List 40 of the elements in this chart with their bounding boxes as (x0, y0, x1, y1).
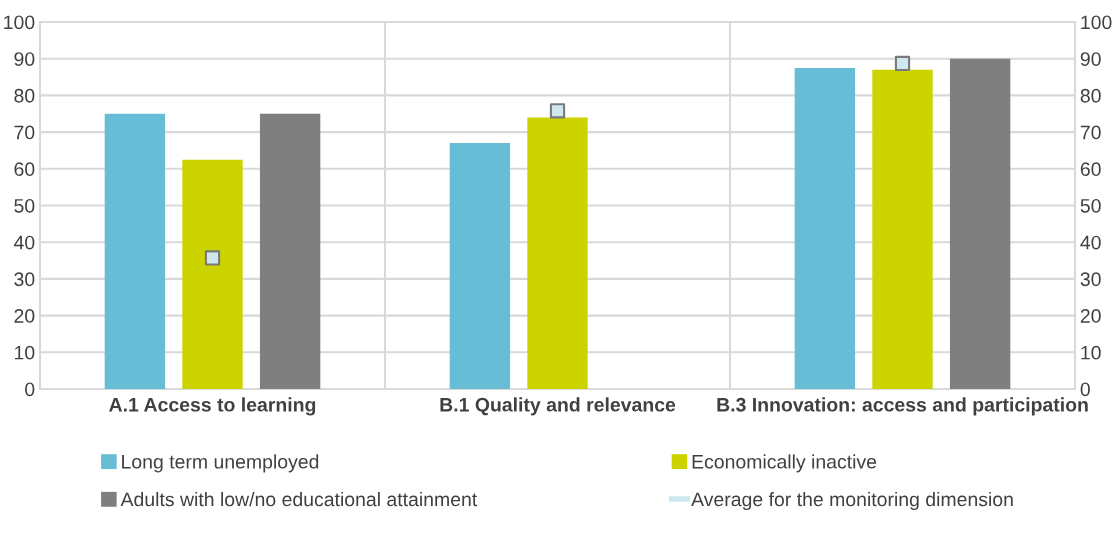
legend-label: Adults with low/no educational attainment (120, 491, 478, 507)
y-tick-label: 0 (25, 382, 35, 397)
y2-tick-label: 20 (1080, 309, 1101, 323)
point (204, 250, 221, 266)
y-tick-label: 50 (14, 198, 35, 213)
y2-tick-label: 90 (1080, 52, 1101, 66)
y2-tick-label: 0 (1080, 382, 1090, 397)
legend-label: Long term unemployed (122, 454, 319, 473)
y2-tick-label: 70 (1080, 125, 1101, 140)
y-tick-label: 90 (14, 52, 35, 66)
bar (794, 67, 856, 389)
y2-tick-label: 100 (1081, 15, 1112, 30)
x-tick-label: B.1 Quality and relevance (440, 397, 676, 416)
point (549, 103, 566, 119)
y2-tick-label: 50 (1080, 198, 1101, 213)
y-tick-label: 30 (14, 272, 35, 287)
y2-tick-label: 60 (1080, 162, 1101, 177)
y2-tick-label: 10 (1081, 345, 1101, 360)
bar (949, 58, 1011, 389)
y2-tick-label: 80 (1080, 88, 1101, 103)
y-tick-label: 60 (14, 162, 35, 177)
legend-label: Average for the monitoring dimension (691, 491, 1013, 511)
bar (104, 113, 166, 389)
y-tick-label: 100 (4, 15, 35, 30)
x-tick-label: B.3 Innovation: access and participation (717, 397, 1088, 416)
y2-tick-label: 40 (1080, 235, 1101, 250)
y-tick-label: 80 (14, 88, 35, 103)
y-tick-label: 70 (14, 125, 35, 140)
bar (259, 113, 321, 389)
y2-tick-label: 30 (1080, 272, 1101, 287)
bar (449, 143, 511, 389)
point (894, 55, 911, 72)
bar (182, 159, 243, 389)
y-tick-label: 10 (15, 345, 35, 360)
legend-label: Economically inactive (692, 454, 877, 473)
y-tick-label: 40 (13, 235, 35, 250)
bar (527, 117, 588, 389)
y-tick-label: 20 (14, 309, 35, 323)
bar (872, 69, 933, 389)
x-tick-label: A.1 Access to learning (109, 397, 316, 416)
